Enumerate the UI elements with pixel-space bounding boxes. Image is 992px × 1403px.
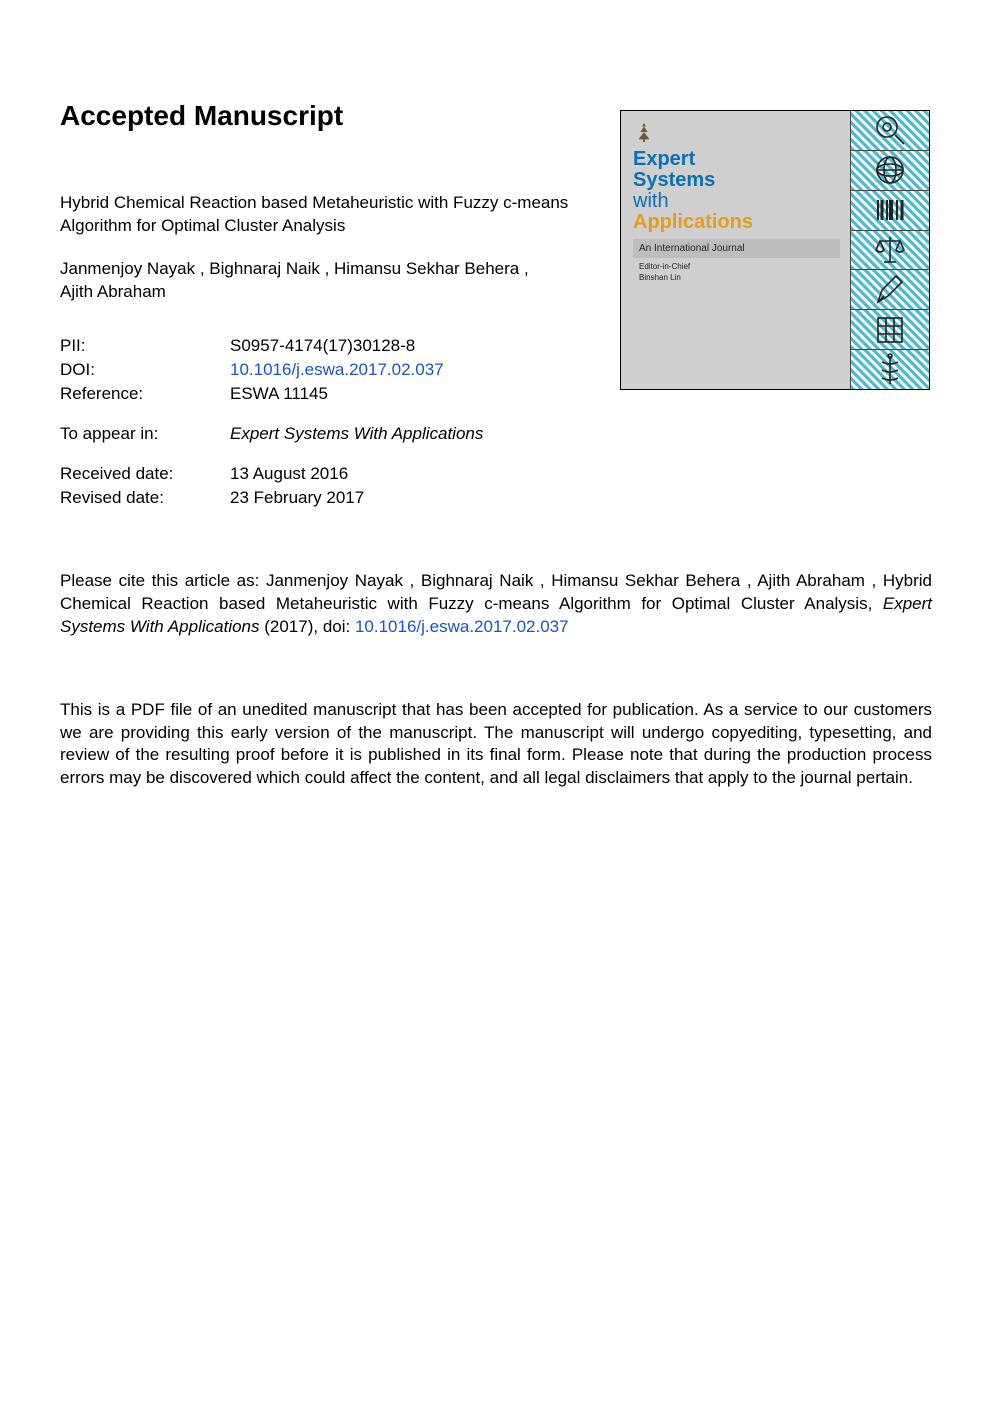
reference-label: Reference:	[60, 382, 230, 406]
disclaimer-text: This is a PDF file of an unedited manusc…	[60, 699, 932, 791]
doi-value: 10.1016/j.eswa.2017.02.037	[230, 358, 483, 382]
cover-icon-cell	[850, 230, 929, 270]
toappear-label: To appear in:	[60, 422, 230, 446]
pen-icon	[872, 272, 908, 308]
revised-label: Revised date:	[60, 486, 230, 510]
pii-value: S0957-4174(17)30128-8	[230, 334, 483, 358]
cover-title-systems: Systems	[633, 170, 840, 191]
barcode-icon	[872, 192, 908, 228]
revised-value: 23 February 2017	[230, 486, 483, 510]
citation-prefix: Please cite this article as: Janmenjoy N…	[60, 571, 932, 613]
cover-icon-cell	[850, 111, 929, 150]
reference-value: ESWA 11145	[230, 382, 483, 406]
cover-icon-cell	[850, 150, 929, 190]
journal-cover-thumbnail: Expert Systems with Applications An Inte…	[620, 110, 930, 390]
doi-label: DOI:	[60, 358, 230, 382]
caduceus-icon	[872, 352, 908, 388]
cover-publisher-row	[633, 121, 840, 143]
toappear-value: Expert Systems With Applications	[230, 422, 483, 446]
cover-icon-column	[850, 111, 929, 389]
grid-icon	[872, 312, 908, 348]
cover-title-expert: Expert	[633, 149, 840, 170]
authors-line-2: Ajith Abraham	[60, 282, 166, 301]
table-row: Reference: ESWA 11145	[60, 382, 483, 406]
magnifier-lens-icon	[872, 112, 908, 148]
cover-icon-cell	[850, 269, 929, 309]
table-row: Revised date: 23 February 2017	[60, 486, 483, 510]
citation-block: Please cite this article as: Janmenjoy N…	[60, 570, 932, 639]
authors-block: Janmenjoy Nayak , Bighnaraj Naik , Himan…	[60, 258, 600, 304]
elsevier-tree-icon	[633, 121, 655, 143]
cover-editor-name: Binshan Lin	[633, 271, 840, 282]
table-row: To appear in: Expert Systems With Applic…	[60, 422, 483, 446]
cover-title-with: with	[633, 191, 840, 212]
table-row: Received date: 13 August 2016	[60, 462, 483, 486]
authors-line-1: Janmenjoy Nayak , Bighnaraj Naik , Himan…	[60, 259, 529, 278]
cover-subtitle: An International Journal	[633, 239, 840, 258]
cover-icon-cell	[850, 190, 929, 230]
globe-icon	[872, 152, 908, 188]
doi-link[interactable]: 10.1016/j.eswa.2017.02.037	[230, 360, 444, 379]
cover-title-applications: Applications	[633, 212, 840, 233]
cover-icon-cell	[850, 309, 929, 349]
citation-doi-link[interactable]: 10.1016/j.eswa.2017.02.037	[355, 617, 569, 636]
table-row: PII: S0957-4174(17)30128-8	[60, 334, 483, 358]
cover-editor-label: Editor-in-Chief	[633, 260, 840, 271]
received-value: 13 August 2016	[230, 462, 483, 486]
cover-icon-cell	[850, 349, 929, 389]
cover-left-panel: Expert Systems with Applications An Inte…	[621, 111, 850, 389]
table-row: DOI: 10.1016/j.eswa.2017.02.037	[60, 358, 483, 382]
citation-year-doi: (2017), doi:	[260, 617, 355, 636]
received-label: Received date:	[60, 462, 230, 486]
scales-icon	[872, 232, 908, 268]
cover-publisher-text	[661, 129, 663, 136]
article-title: Hybrid Chemical Reaction based Metaheuri…	[60, 192, 600, 238]
metadata-table: PII: S0957-4174(17)30128-8 DOI: 10.1016/…	[60, 334, 483, 510]
pii-label: PII:	[60, 334, 230, 358]
